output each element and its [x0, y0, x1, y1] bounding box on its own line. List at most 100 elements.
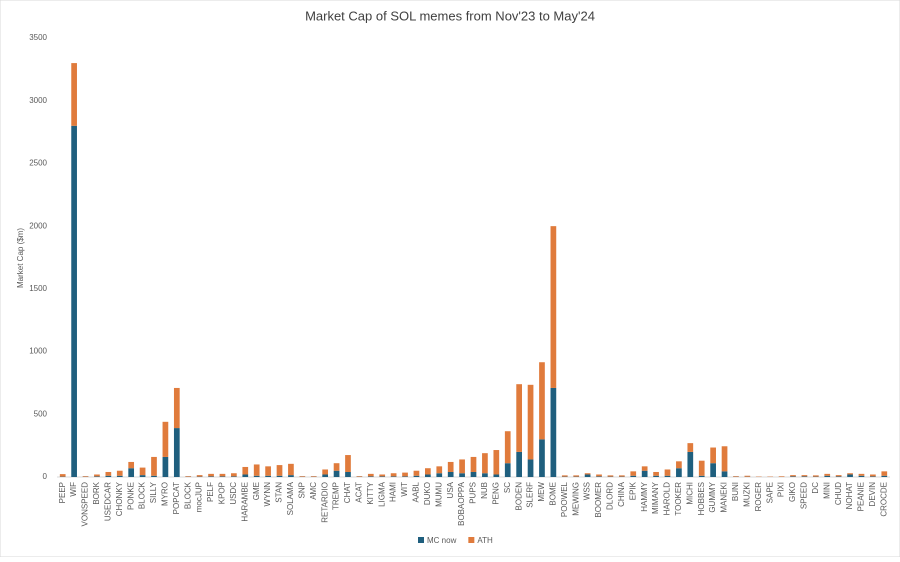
bar-segment	[482, 453, 488, 473]
bar-segment	[345, 472, 351, 477]
bar-segment	[174, 428, 180, 477]
bar-segment	[94, 474, 100, 476]
x-tick-label: WYNN	[263, 482, 272, 507]
bar-segment	[847, 474, 853, 477]
bar-segment	[140, 468, 146, 476]
bar-segment	[140, 475, 146, 477]
bar-segment	[585, 473, 591, 474]
bar-segment	[94, 476, 100, 477]
bar-segment	[368, 474, 374, 477]
x-tick-label: CROCDE	[879, 482, 888, 517]
bar-segment	[231, 476, 237, 477]
x-tick-label: TOOKER	[674, 482, 683, 516]
x-tick-label: MEWING	[571, 482, 580, 516]
x-tick-label: DUKO	[423, 482, 432, 505]
y-tick-label: 3500	[29, 33, 47, 42]
bar-segment	[733, 476, 739, 477]
bar-segment	[265, 476, 271, 477]
x-tick-label: WIT	[400, 482, 409, 497]
bar-segment	[493, 474, 499, 477]
bar-segment	[220, 476, 226, 477]
bar-segment	[345, 455, 351, 472]
x-tick-label: MUMU	[434, 482, 443, 507]
bar-segment	[505, 431, 511, 463]
x-tick-label: ACAT	[354, 482, 363, 503]
x-tick-label: MANEKI	[720, 482, 729, 513]
bar-segment	[779, 476, 785, 477]
bar-segment	[585, 474, 591, 477]
bar-segment	[60, 474, 66, 477]
x-tick-label: NUB	[480, 482, 489, 499]
bar-segment	[357, 476, 363, 477]
x-tick-label: USA	[446, 481, 455, 498]
bar-segment	[402, 476, 408, 477]
x-tick-label: BLOCK	[183, 481, 192, 509]
x-tick-label: LIGMA	[377, 481, 386, 507]
bar-segment	[528, 385, 534, 460]
x-tick-label: EPIK	[628, 481, 637, 500]
bar-segment	[859, 476, 865, 477]
bar-segment	[185, 476, 191, 477]
x-tick-label: KITTY	[366, 481, 375, 504]
legend-swatch	[418, 537, 424, 543]
bar-segment	[208, 476, 214, 477]
y-tick-label: 2500	[29, 159, 47, 168]
bar-segment	[881, 476, 887, 477]
x-tick-label: RETARDIO	[320, 482, 329, 523]
bar-segment	[459, 473, 465, 477]
x-tick-label: SILLY	[149, 481, 158, 503]
bar-segment	[676, 461, 682, 468]
bar-segment	[414, 471, 420, 476]
bar-segment	[859, 474, 865, 476]
x-tick-label: CHINA	[617, 481, 626, 507]
bar-segment	[551, 226, 557, 388]
x-tick-label: BLOCK	[138, 481, 147, 509]
legend-swatch	[468, 537, 474, 543]
bar-segment	[174, 388, 180, 428]
bar-segment	[151, 476, 157, 477]
bar-segment	[288, 475, 294, 477]
x-tick-label: BUNI	[731, 482, 740, 501]
bar-segment	[551, 388, 557, 477]
bar-segment	[722, 446, 728, 471]
bar-segment	[745, 476, 751, 477]
bar-segment	[425, 474, 431, 477]
bar-segment	[448, 462, 454, 472]
bar-segment	[334, 463, 340, 471]
bar-segment	[665, 469, 671, 475]
bar-segment	[790, 475, 796, 476]
x-tick-label: BOME	[548, 482, 557, 506]
bar-segment	[630, 471, 636, 475]
x-tick-label: AMC	[309, 482, 318, 500]
bar-segment	[699, 461, 705, 476]
bar-segment	[505, 463, 511, 477]
bar-segment	[471, 457, 477, 472]
bar-segment	[242, 474, 248, 477]
bar-segment	[710, 463, 716, 477]
x-tick-label: CHONKY	[115, 481, 124, 516]
bar-segment	[619, 475, 625, 476]
y-tick-label: 500	[34, 409, 48, 418]
x-tick-label: BODEN	[514, 482, 523, 511]
bar-segment	[128, 462, 134, 468]
x-tick-label: HAMMY	[640, 481, 649, 511]
bar-segment	[117, 476, 123, 477]
bar-segment	[836, 475, 842, 476]
y-tick-label: 0	[43, 472, 48, 481]
x-tick-label: MYRO	[161, 482, 170, 506]
bar-segment	[414, 476, 420, 477]
x-tick-label: PEEP	[58, 482, 67, 503]
bar-segment	[288, 464, 294, 475]
x-tick-label: BOBAOPPA	[457, 481, 466, 526]
x-tick-label: PIXI	[777, 482, 786, 497]
x-tick-label: MEW	[537, 482, 546, 502]
bar-segment	[379, 474, 385, 476]
x-tick-label: SNP	[297, 482, 306, 498]
bar-segment	[436, 466, 442, 473]
x-tick-label: MUZKI	[742, 482, 751, 507]
y-tick-label: 1500	[29, 284, 47, 293]
bar-segment	[391, 473, 397, 476]
bar-segment	[870, 476, 876, 477]
bar-segment	[676, 468, 682, 477]
